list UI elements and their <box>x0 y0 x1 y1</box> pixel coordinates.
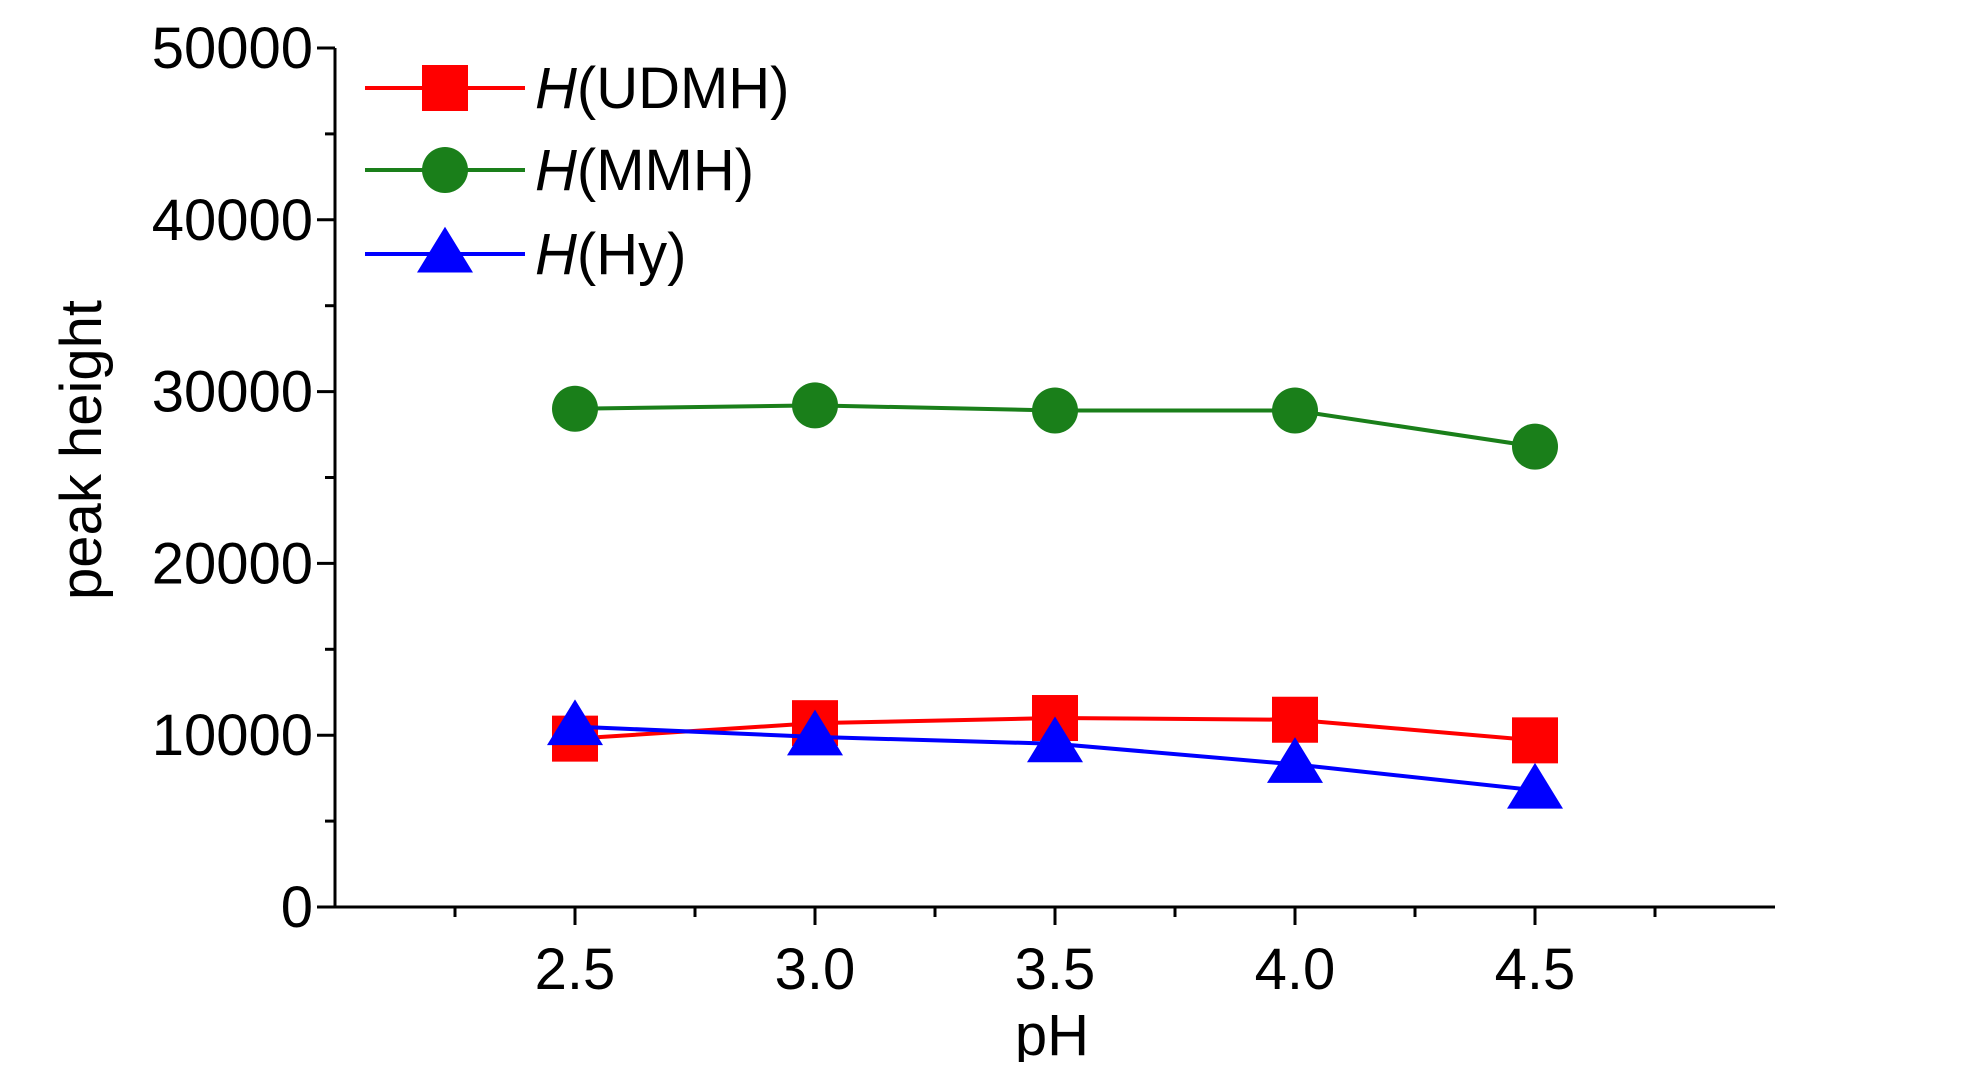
legend-label-rest: (Hy) <box>577 222 687 287</box>
legend-label-italic: H <box>535 222 577 287</box>
legend: H(UDMH)H(MMH)H(Hy) <box>365 56 790 287</box>
legend-marker <box>422 147 468 193</box>
x-tick-label: 3.5 <box>1015 937 1096 1002</box>
series-mmh <box>552 382 1558 470</box>
data-point <box>787 709 843 756</box>
legend-label-rest: (MMH) <box>577 138 754 203</box>
data-point <box>792 382 838 429</box>
data-point <box>1512 717 1558 764</box>
data-point <box>1272 696 1318 743</box>
data-point <box>1512 423 1558 470</box>
y-tick-label: 30000 <box>152 360 313 425</box>
y-tick-label: 10000 <box>152 703 313 768</box>
legend-entry: H(MMH) <box>365 138 754 203</box>
y-tick-label: 50000 <box>152 16 313 81</box>
legend-entry: H(Hy) <box>365 222 686 287</box>
y-tick-label: 40000 <box>152 188 313 253</box>
series-layer <box>547 382 1563 809</box>
x-tick-label: 4.0 <box>1255 937 1336 1002</box>
x-axis-label: pH <box>1015 1003 1089 1062</box>
legend-marker <box>422 65 468 111</box>
y-axis-label: peak height <box>49 300 114 600</box>
legend-label-italic: H <box>535 56 577 121</box>
legend-label-italic: H <box>535 138 577 203</box>
x-tick-label: 4.5 <box>1495 937 1576 1002</box>
data-point <box>1507 762 1563 809</box>
x-tick-label: 3.0 <box>775 937 856 1002</box>
legend-label-rest: (UDMH) <box>577 56 790 121</box>
series-hy <box>547 699 1563 809</box>
x-tick-label: 2.5 <box>535 937 616 1002</box>
legend-entry: H(UDMH) <box>365 56 790 121</box>
data-point <box>1032 387 1078 434</box>
legend-marker <box>417 226 473 273</box>
data-point <box>552 385 598 432</box>
y-tick-label: 0 <box>281 875 313 940</box>
data-point <box>1027 716 1083 763</box>
legend-label: H(Hy) <box>535 222 686 287</box>
axes: 0 10000 20000 30000 40000 50000 2.5 3.0 3.5 4.0 4.… <box>152 16 1775 1002</box>
y-tick-label: 20000 <box>152 531 313 596</box>
data-point <box>1267 737 1323 783</box>
legend-label: H(MMH) <box>535 138 754 203</box>
data-point <box>1272 387 1318 434</box>
legend-label: H(UDMH) <box>535 56 790 121</box>
data-point <box>547 699 603 746</box>
